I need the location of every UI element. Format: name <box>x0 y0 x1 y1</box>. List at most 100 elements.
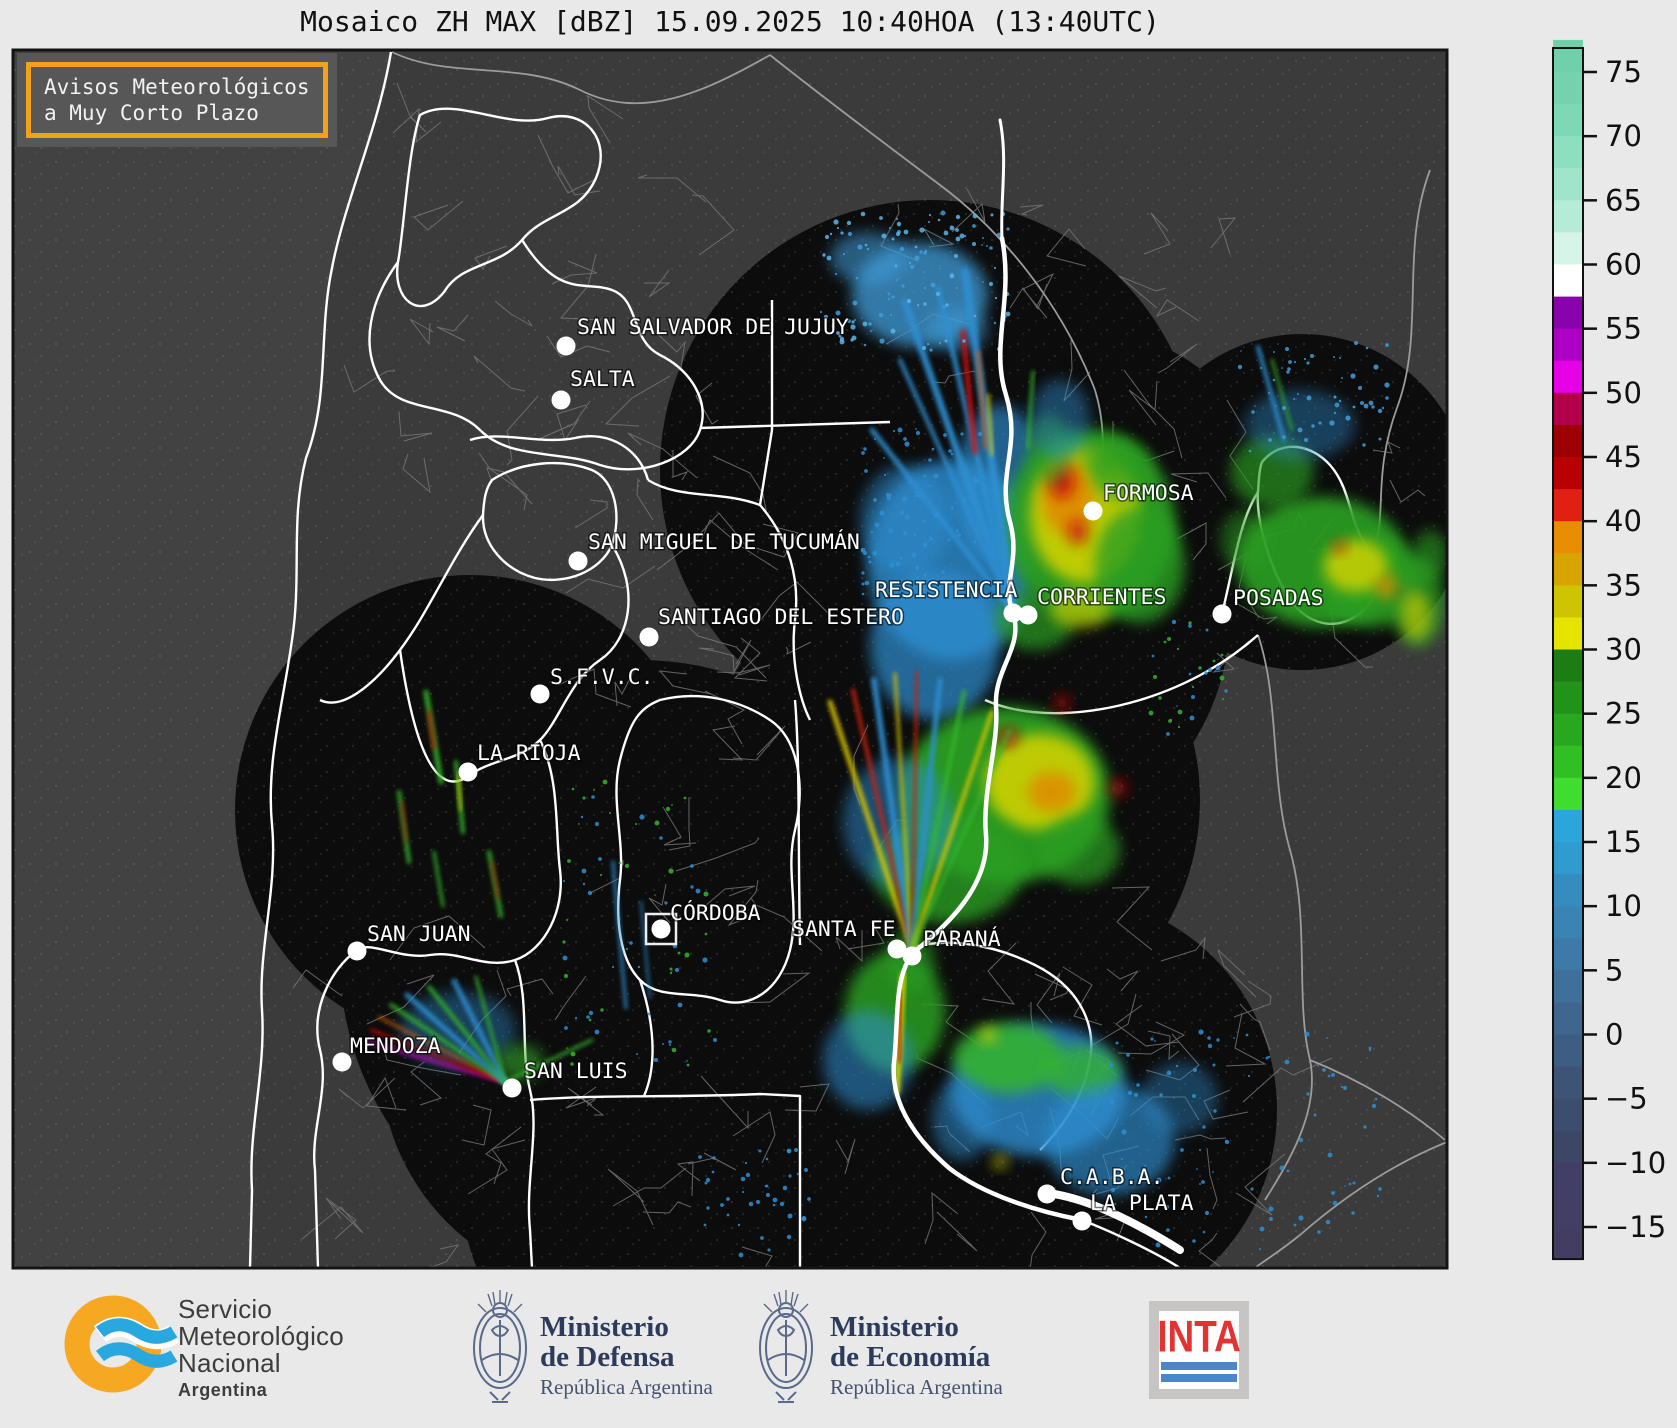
colorbar-tick-label: 20 <box>1605 761 1642 795</box>
colorbar-cell <box>1553 39 1583 73</box>
terrain-dot-texture <box>13 50 1447 1268</box>
colorbar-tick-label: 10 <box>1605 889 1642 923</box>
colorbar-cell <box>1553 328 1583 362</box>
inta-bar-2 <box>1161 1374 1237 1382</box>
colorbar-tick-label: 75 <box>1605 55 1642 89</box>
city-label: LA RIOJA <box>477 741 581 766</box>
defensa-line-2: de Defensa <box>540 1341 675 1373</box>
inta-wordmark: INTA <box>1157 1311 1241 1361</box>
colorbar-tick-label: −5 <box>1605 1082 1648 1116</box>
colorbar-tick-label: 65 <box>1605 183 1642 217</box>
colorbar-cell <box>1553 489 1583 522</box>
city-dot <box>887 939 907 959</box>
defensa-line-3: República Argentina <box>540 1375 713 1399</box>
economia-line-3: República Argentina <box>830 1375 1003 1399</box>
colorbar-cell <box>1553 136 1583 169</box>
inta-bar-1 <box>1161 1362 1237 1370</box>
warning-line-2: a Muy Corto Plazo <box>44 101 259 125</box>
colorbar-tick-label: 5 <box>1605 953 1623 987</box>
colorbar-tick-label: 40 <box>1605 504 1642 538</box>
city-dot <box>1018 605 1038 625</box>
colorbar-tick-label: 30 <box>1605 632 1642 666</box>
colorbar-cell <box>1553 1194 1583 1228</box>
city-label: PARANÁ <box>923 926 1001 952</box>
city-label: SANTIAGO DEL ESTERO <box>658 605 904 630</box>
colorbar-cell <box>1553 457 1583 490</box>
colorbar-cell <box>1553 1002 1583 1036</box>
colorbar-cell <box>1553 521 1583 554</box>
colorbar-cell <box>1553 72 1583 105</box>
colorbar-cell <box>1553 1130 1583 1164</box>
radar-echo-speckles <box>562 210 1390 1258</box>
city-markers: SAN SALVADOR DE JUJUY SALTA SAN MIGUEL DE … <box>332 314 1325 1231</box>
city-label: SAN SALVADOR DE JUJUY <box>577 315 849 340</box>
colorbar-tick-label: −10 <box>1605 1146 1666 1180</box>
colorbar-cell <box>1553 1227 1583 1260</box>
city-dot <box>651 919 671 939</box>
colorbar-cell <box>1553 392 1583 426</box>
colorbar-cell <box>1553 713 1583 747</box>
city-label: SAN LUIS <box>524 1059 628 1084</box>
colorbar-cell <box>1553 553 1583 586</box>
colorbar-cell <box>1553 200 1583 233</box>
city-label: RESISTENCIA <box>875 578 1017 603</box>
radar-echoes <box>400 232 1447 1195</box>
colorbar-tick-label: 50 <box>1605 376 1642 410</box>
colorbar-cell <box>1553 617 1583 651</box>
colorbar-cell <box>1553 168 1583 201</box>
radar-echo-streaks <box>366 268 1294 1095</box>
city-dot <box>502 1078 522 1098</box>
colorbar-tick-label: 60 <box>1605 247 1642 281</box>
colorbar-cell <box>1553 1098 1583 1132</box>
colorbar-tick-label: 25 <box>1605 697 1642 731</box>
map-layers: SAN SALVADOR DE JUJUY SALTA SAN MIGUEL DE … <box>13 50 1447 1268</box>
colorbar-tick-label: 55 <box>1605 312 1642 346</box>
city-dot <box>347 941 367 961</box>
city-label: SANTA FE <box>792 917 896 942</box>
colorbar-cell <box>1553 809 1583 843</box>
city-dot <box>568 551 588 571</box>
city-dot <box>1212 604 1232 624</box>
smn-line-2: Meteorológico <box>178 1321 344 1351</box>
city-dot <box>639 627 659 647</box>
colorbar-cell <box>1553 1162 1583 1196</box>
smn-line-1: Servicio <box>178 1294 273 1324</box>
colorbar-cell <box>1553 970 1583 1003</box>
warning-banner[interactable]: Avisos Meteorológicos a Muy Corto Plazo <box>17 53 337 147</box>
colorbar-cell <box>1553 296 1583 330</box>
colorbar-cell <box>1553 842 1583 875</box>
colorbar-frame <box>1552 47 1584 1261</box>
city-dot <box>1083 501 1103 521</box>
colorbar-tick-label: 45 <box>1605 440 1642 474</box>
colorbar-cell <box>1553 938 1583 971</box>
colorbar-cell <box>1553 745 1583 779</box>
smn-line-4: Argentina <box>178 1380 268 1400</box>
city-dot <box>1072 1211 1092 1231</box>
city-label: CÓRDOBA <box>670 900 761 926</box>
city-label: SALTA <box>570 367 635 392</box>
city-label: SAN JUAN <box>367 922 471 947</box>
city-dot <box>458 762 478 782</box>
city-dot <box>1003 603 1023 623</box>
colorbar-cell <box>1553 104 1583 137</box>
city-dot <box>902 946 922 966</box>
radar-site-square <box>644 912 678 946</box>
smn-logo-icon <box>64 1295 180 1393</box>
city-label: FORMOSA <box>1103 481 1194 506</box>
defensa-line-1: Ministerio <box>540 1311 669 1343</box>
city-dot <box>556 336 576 356</box>
city-label: S.F.V.C. <box>550 665 654 690</box>
city-label: MENDOZA <box>350 1034 441 1059</box>
smn-wordmark: Servicio Meteorológico Nacional Argentin… <box>178 1296 344 1401</box>
city-label: C.A.B.A. <box>1060 1165 1164 1190</box>
ministerio-defensa-text: Ministerio de Defensa República Argentin… <box>540 1312 713 1400</box>
inta-logo: INTA <box>1149 1301 1249 1399</box>
footer: Servicio Meteorológico Nacional Argentin… <box>0 1272 1677 1428</box>
page-title: Mosaico ZH MAX [dBZ] 15.09.2025 10:40HOA… <box>300 5 1160 38</box>
city-label: CORRIENTES <box>1037 585 1166 610</box>
colorbar-cell <box>1553 1066 1583 1100</box>
colorbar-cell <box>1553 264 1583 298</box>
rivers <box>891 118 1184 1254</box>
